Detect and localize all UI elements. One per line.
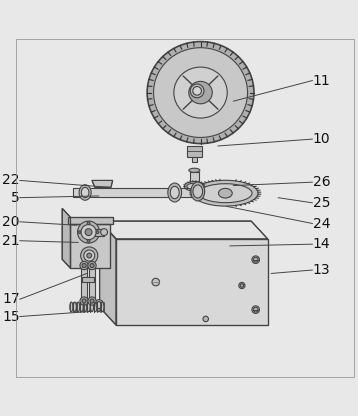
Polygon shape bbox=[82, 277, 94, 282]
Circle shape bbox=[87, 240, 90, 243]
Ellipse shape bbox=[193, 180, 258, 206]
Circle shape bbox=[84, 250, 95, 261]
Polygon shape bbox=[71, 223, 110, 268]
Text: 21: 21 bbox=[2, 234, 20, 248]
Ellipse shape bbox=[97, 302, 101, 312]
Circle shape bbox=[90, 263, 94, 267]
Text: 25: 25 bbox=[313, 196, 330, 210]
Ellipse shape bbox=[189, 82, 212, 104]
Ellipse shape bbox=[83, 302, 87, 312]
Ellipse shape bbox=[91, 302, 93, 312]
Ellipse shape bbox=[79, 185, 91, 200]
Polygon shape bbox=[92, 181, 113, 187]
Circle shape bbox=[90, 299, 94, 303]
Ellipse shape bbox=[154, 48, 247, 137]
Ellipse shape bbox=[240, 284, 243, 287]
Ellipse shape bbox=[184, 181, 204, 191]
Ellipse shape bbox=[193, 185, 203, 198]
Text: 15: 15 bbox=[2, 310, 20, 324]
Circle shape bbox=[82, 263, 86, 267]
Ellipse shape bbox=[70, 302, 73, 312]
Polygon shape bbox=[187, 146, 202, 156]
Circle shape bbox=[82, 299, 86, 303]
Polygon shape bbox=[81, 268, 87, 299]
Ellipse shape bbox=[170, 186, 179, 199]
Polygon shape bbox=[73, 188, 196, 197]
Circle shape bbox=[96, 231, 99, 233]
Ellipse shape bbox=[174, 67, 227, 118]
Text: 5: 5 bbox=[11, 191, 20, 205]
Text: 13: 13 bbox=[313, 263, 330, 277]
Ellipse shape bbox=[252, 256, 260, 263]
Polygon shape bbox=[62, 208, 71, 268]
Polygon shape bbox=[68, 217, 113, 223]
Ellipse shape bbox=[77, 302, 80, 312]
Circle shape bbox=[78, 231, 81, 233]
Text: 20: 20 bbox=[2, 215, 20, 229]
Ellipse shape bbox=[203, 316, 208, 322]
Ellipse shape bbox=[239, 282, 245, 289]
Circle shape bbox=[81, 247, 98, 264]
Ellipse shape bbox=[199, 184, 252, 203]
Ellipse shape bbox=[252, 306, 260, 313]
Ellipse shape bbox=[96, 302, 102, 309]
Ellipse shape bbox=[253, 257, 258, 262]
Polygon shape bbox=[100, 221, 116, 325]
Ellipse shape bbox=[101, 229, 107, 235]
Ellipse shape bbox=[168, 183, 182, 202]
Ellipse shape bbox=[73, 302, 76, 312]
Polygon shape bbox=[100, 221, 268, 239]
Ellipse shape bbox=[94, 302, 97, 312]
Circle shape bbox=[88, 297, 96, 305]
Text: 17: 17 bbox=[2, 292, 20, 306]
Ellipse shape bbox=[152, 278, 160, 286]
Text: 22: 22 bbox=[2, 173, 20, 188]
Text: 10: 10 bbox=[313, 132, 330, 146]
Ellipse shape bbox=[80, 302, 83, 312]
Text: 11: 11 bbox=[313, 74, 330, 87]
Polygon shape bbox=[189, 172, 199, 188]
Circle shape bbox=[87, 222, 90, 225]
Ellipse shape bbox=[189, 168, 200, 172]
Ellipse shape bbox=[193, 87, 202, 95]
Circle shape bbox=[80, 297, 88, 305]
Circle shape bbox=[85, 229, 92, 235]
Ellipse shape bbox=[81, 187, 89, 198]
Circle shape bbox=[88, 261, 96, 270]
Circle shape bbox=[78, 221, 100, 243]
Ellipse shape bbox=[218, 188, 232, 198]
Circle shape bbox=[87, 253, 92, 258]
Ellipse shape bbox=[190, 84, 204, 98]
Circle shape bbox=[80, 261, 88, 270]
Polygon shape bbox=[96, 229, 104, 235]
Text: 14: 14 bbox=[313, 237, 330, 251]
Ellipse shape bbox=[101, 302, 104, 312]
Ellipse shape bbox=[187, 183, 202, 189]
Ellipse shape bbox=[147, 42, 254, 144]
Ellipse shape bbox=[253, 307, 258, 312]
Text: 24: 24 bbox=[313, 216, 330, 230]
Ellipse shape bbox=[94, 300, 104, 311]
Circle shape bbox=[81, 225, 96, 240]
Polygon shape bbox=[116, 239, 268, 325]
Ellipse shape bbox=[191, 182, 205, 201]
Text: 26: 26 bbox=[313, 175, 330, 189]
Polygon shape bbox=[89, 268, 95, 299]
Ellipse shape bbox=[87, 302, 90, 312]
Polygon shape bbox=[192, 156, 197, 162]
